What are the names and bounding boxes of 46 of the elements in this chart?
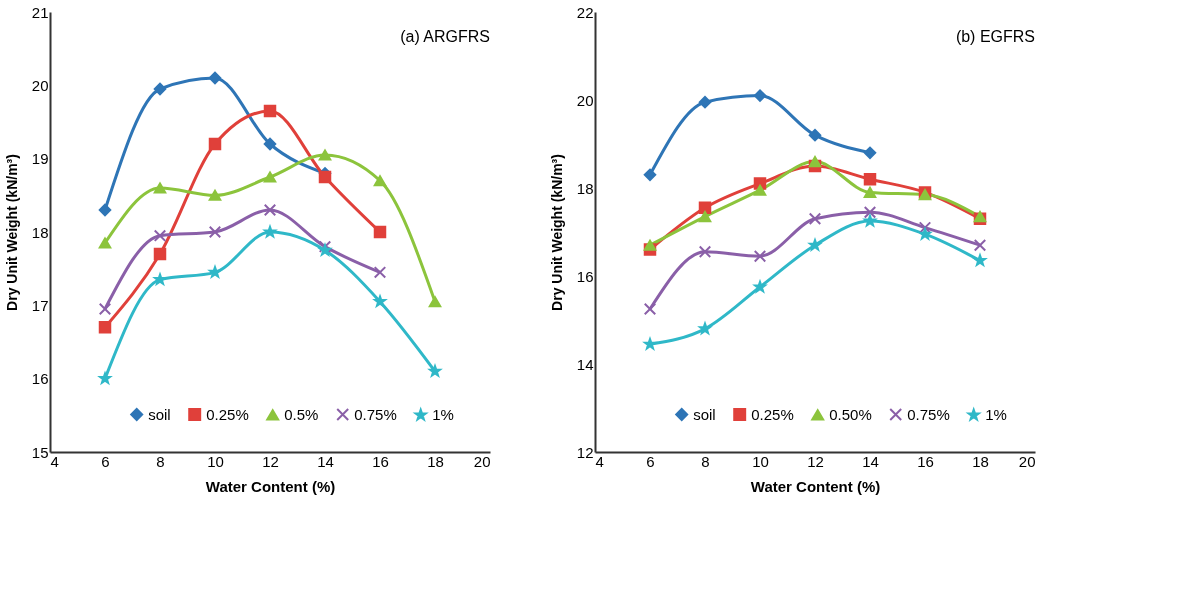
legend-label: 0.25% xyxy=(751,405,794,423)
x-axis-title: Water Content (%) xyxy=(205,477,336,495)
legend-label: soil xyxy=(693,405,716,423)
y-tick-label: 21 xyxy=(31,3,49,21)
x-tick-label: 14 xyxy=(862,452,879,470)
y-tick-label: 20 xyxy=(576,91,594,109)
text: (b) EGFRS xyxy=(955,28,1035,45)
y-tick-label: 17 xyxy=(31,296,49,314)
legend-label: 0.5% xyxy=(284,405,319,423)
y-tick-label: 14 xyxy=(576,355,594,373)
y-tick-label: 18 xyxy=(576,179,594,197)
legend-label: 0.75% xyxy=(354,405,397,423)
y-tick-label: 19 xyxy=(31,150,49,168)
y-tick-label: 20 xyxy=(31,76,49,94)
x-tick-label: 10 xyxy=(207,452,224,470)
x-tick-label: 8 xyxy=(156,452,165,470)
y-tick-label: 16 xyxy=(576,267,594,285)
legend-label: soil xyxy=(148,405,171,423)
x-tick-label: 6 xyxy=(101,452,110,470)
legend-label: 1% xyxy=(985,406,1007,424)
x-tick-label: 12 xyxy=(262,452,279,470)
y-tick-label: 15 xyxy=(31,443,49,461)
x-tick-label: 20 xyxy=(473,452,491,470)
x-tick-label: 18 xyxy=(427,452,444,470)
legend-label: 0.50% xyxy=(829,405,872,423)
x-tick-label: 14 xyxy=(317,452,334,470)
y-tick-label: 16 xyxy=(31,370,49,388)
x-tick-label: 10 xyxy=(752,452,769,470)
x-tick-label: 12 xyxy=(807,452,824,470)
y-tick-label: 18 xyxy=(31,223,49,241)
x-tick-label: 20 xyxy=(1018,452,1036,470)
x-tick-label: 6 xyxy=(646,452,655,470)
y-tick-label: 22 xyxy=(576,3,594,21)
legend-label: 1% xyxy=(432,406,454,424)
legend-label: 0.75% xyxy=(907,405,950,423)
text: (a) ARGFRS xyxy=(400,28,490,45)
legend-label: 0.25% xyxy=(206,405,249,423)
x-tick-label: 16 xyxy=(372,452,389,470)
x-tick-label: 4 xyxy=(50,452,59,470)
x-tick-label: 8 xyxy=(701,452,710,470)
x-tick-label: 18 xyxy=(972,452,989,470)
x-axis-title: Water Content (%) xyxy=(750,477,881,495)
x-tick-label: 4 xyxy=(595,452,604,470)
y-axis-title: Dry Unit Weight (kN/m³) xyxy=(548,154,565,311)
x-tick-label: 16 xyxy=(917,452,934,470)
y-axis-title: Dry Unit Weight (kN/m³) xyxy=(3,154,20,311)
